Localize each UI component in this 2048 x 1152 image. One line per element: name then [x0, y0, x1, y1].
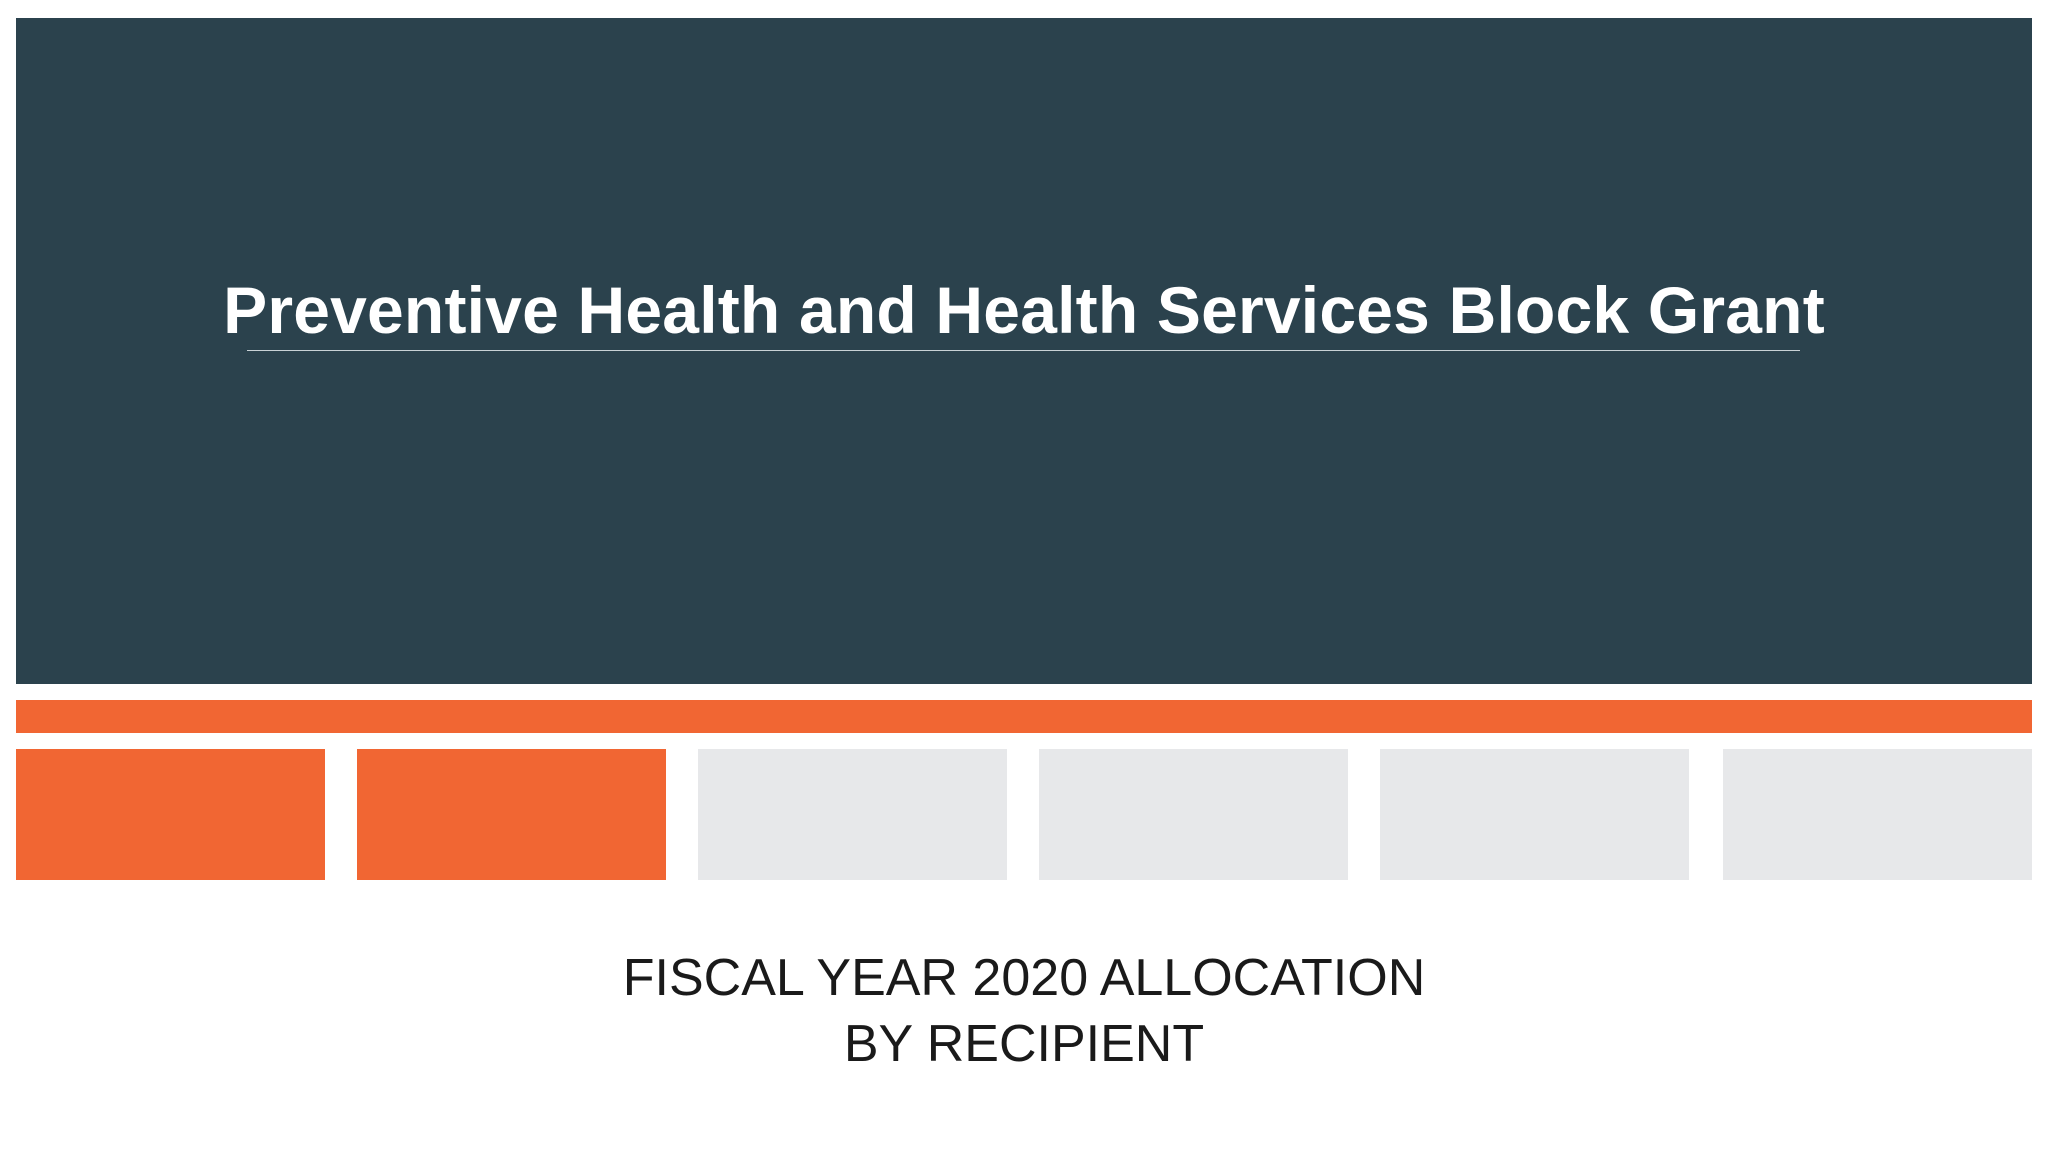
decorative-tile-2: [357, 749, 666, 880]
page-title: Preventive Health and Health Services Bl…: [223, 273, 1825, 347]
subtitle-line-1: FISCAL YEAR 2020 ALLOCATION: [622, 949, 1426, 1007]
title-banner: Preventive Health and Health Services Bl…: [16, 18, 2032, 684]
decorative-tile-4: [1039, 749, 1348, 880]
decorative-tile-1: [16, 749, 325, 880]
accent-bar: [16, 700, 2032, 733]
decorative-tile-row: [16, 749, 2032, 880]
subtitle-line-2: BY RECIPIENT: [843, 1015, 1205, 1073]
decorative-tile-3: [698, 749, 1007, 880]
decorative-tile-6: [1723, 749, 2032, 880]
subtitle: FISCAL YEAR 2020 ALLOCATION BY RECIPIENT: [0, 945, 2048, 1077]
title-divider: [247, 350, 1800, 351]
decorative-tile-5: [1380, 749, 1689, 880]
